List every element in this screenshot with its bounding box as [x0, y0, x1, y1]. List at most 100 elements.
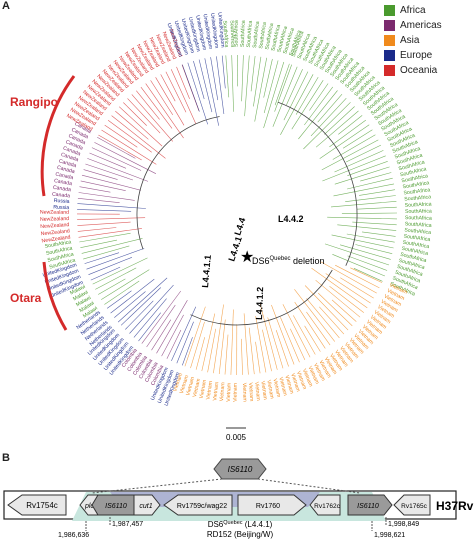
- tip-branch: [310, 97, 347, 137]
- tip-branch: [146, 304, 176, 348]
- tip-branch: [341, 212, 398, 214]
- tip-branch: [243, 313, 249, 375]
- tip-label: Vietnam: [226, 383, 233, 402]
- tip-branch: [319, 124, 370, 159]
- tip-branch: [150, 80, 174, 116]
- tip-branch: [263, 58, 273, 98]
- tip-branch: [230, 309, 234, 375]
- tip-branch: [78, 192, 135, 201]
- gene-label: plcD: [84, 503, 99, 510]
- tip-label: Vietnam: [233, 383, 239, 402]
- tip-branch: [101, 129, 157, 165]
- rangipo-bracket: [40, 75, 76, 197]
- tip-branch: [280, 317, 300, 363]
- tip-branch: [193, 60, 205, 100]
- gene-label: IS6110: [105, 503, 127, 510]
- tip-branch: [259, 304, 278, 370]
- tip-label: SouthAfrica: [252, 21, 261, 48]
- tip-branch: [329, 119, 366, 148]
- tip-branch: [123, 102, 147, 126]
- tip-label: SouthAfrica: [401, 173, 429, 184]
- tip-label: SouthAfrica: [234, 20, 240, 47]
- tip-label: Vietnam: [259, 381, 268, 401]
- tip-label: Vietnam: [253, 382, 261, 401]
- tip-branch: [303, 102, 351, 150]
- tip-branch: [293, 315, 316, 355]
- tip-branch: [254, 57, 267, 122]
- tip-branch: [97, 136, 136, 159]
- tip-branch: [267, 317, 284, 369]
- tip-label: SouthAfrica: [405, 221, 432, 229]
- tip-label: NewZealand: [40, 216, 69, 223]
- tip-branch: [83, 169, 118, 180]
- internal-arc: [136, 116, 220, 250]
- tip-label: Vietnam: [289, 373, 301, 393]
- tip-branch: [304, 285, 349, 331]
- tip-branch: [295, 76, 319, 115]
- tip-branch: [337, 224, 397, 231]
- is6110-insert-label: IS6110: [228, 465, 253, 474]
- tip-branch: [155, 77, 185, 126]
- gene-rv1765c: [393, 494, 431, 516]
- tip-branch: [275, 330, 289, 367]
- tip-label: SouthAfrica: [404, 194, 431, 202]
- tip-branch: [160, 74, 176, 102]
- legend-label: Asia: [400, 35, 420, 46]
- tip-branch: [332, 134, 376, 160]
- gene-label: Rv1754c: [26, 501, 58, 510]
- tip-branch: [335, 264, 380, 289]
- tip-branch: [165, 71, 187, 113]
- tip-branch: [115, 110, 149, 140]
- tip-branch: [117, 277, 168, 323]
- tip-branch: [324, 243, 390, 266]
- tip-branch: [325, 273, 371, 304]
- tip-branch: [83, 245, 130, 260]
- tip-branch: [101, 269, 150, 300]
- tip-label: UnitedKingdom: [216, 12, 225, 48]
- legend-label: Americas: [400, 20, 442, 31]
- tip-label: Canada: [56, 165, 75, 175]
- tip-branch: [283, 71, 309, 121]
- tip-branch: [84, 252, 120, 264]
- tip-branch: [294, 301, 326, 349]
- tip-branch: [345, 144, 382, 163]
- tip-label: SouthAfrica: [270, 24, 282, 52]
- tip-branch: [334, 166, 390, 185]
- legend-swatch: [384, 35, 395, 46]
- gene-is6110-1: [91, 494, 135, 516]
- legend-item-oceania: Oceania: [384, 63, 442, 78]
- tip-branch: [213, 304, 224, 374]
- tip-branch: [221, 55, 226, 89]
- rd152-label: RD152 (Beijing/W): [207, 530, 274, 539]
- ds6-label: DS6Quebec (L4.4.1): [208, 520, 273, 529]
- tip-label: Canada: [55, 171, 74, 181]
- tip-branch: [88, 257, 133, 275]
- tip-branch: [114, 291, 146, 318]
- otara-bracket: [42, 261, 68, 331]
- legend-swatch: [384, 50, 395, 61]
- tip-branch: [133, 298, 167, 338]
- tip-branch: [225, 55, 230, 98]
- tip-branch: [98, 278, 126, 295]
- coord-1987457: 1,987,457: [112, 521, 143, 528]
- legend-item-asia: Asia: [384, 33, 442, 48]
- tip-branch: [110, 278, 155, 314]
- tip-branch: [81, 238, 143, 254]
- tip-branch: [195, 337, 205, 370]
- tip-branch: [85, 163, 133, 181]
- tip-branch: [201, 313, 216, 372]
- tip-branch: [77, 198, 120, 203]
- tip-branch: [329, 286, 364, 313]
- tip-branch: [187, 62, 208, 125]
- tip-branch: [340, 244, 391, 260]
- tip-branch: [79, 232, 131, 243]
- legend-label: Oceania: [400, 65, 438, 76]
- tip-branch: [138, 312, 161, 342]
- internal-arc: [277, 101, 358, 266]
- tip-branch: [156, 300, 188, 354]
- tip-branch: [86, 248, 145, 270]
- tip-branch: [291, 80, 324, 130]
- legend-label: Europe: [400, 50, 433, 61]
- clade-l4-4-2: L4.4.2: [278, 214, 304, 224]
- tree-branches: [76, 54, 398, 376]
